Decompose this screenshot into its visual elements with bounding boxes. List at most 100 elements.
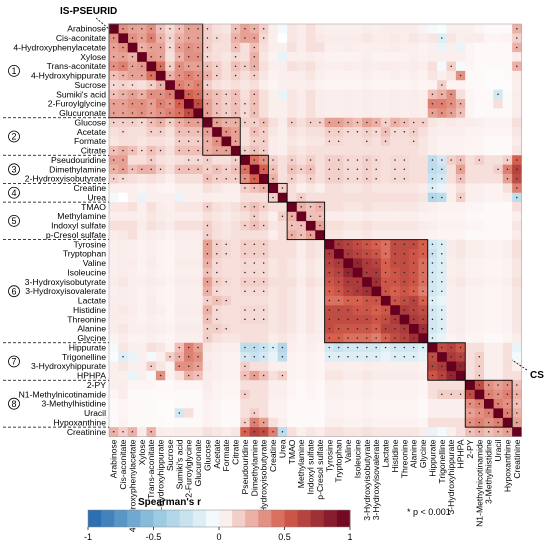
heatmap-cell — [343, 408, 354, 419]
colorbar-swatch — [153, 510, 167, 527]
heatmap-cell — [512, 370, 522, 381]
heatmap-cell — [437, 61, 447, 72]
heatmap-cell — [277, 24, 288, 34]
significance-star — [216, 102, 218, 105]
heatmap-cell — [184, 267, 194, 278]
colorbar-swatch — [336, 510, 351, 527]
heatmap-cell — [409, 183, 419, 194]
heatmap-cell — [380, 295, 391, 306]
heatmap-cell — [502, 370, 513, 381]
significance-star — [225, 121, 227, 124]
heatmap-cell — [277, 239, 288, 250]
heatmap-cell — [446, 127, 457, 137]
heatmap-cell — [418, 183, 429, 194]
heatmap-cell — [474, 314, 485, 325]
heatmap-cell — [296, 399, 307, 409]
heatmap-cell — [202, 117, 213, 128]
heatmap-cell — [202, 417, 213, 428]
significance-star — [356, 243, 359, 246]
heatmap-cell — [324, 202, 335, 212]
heatmap-cell — [465, 361, 475, 372]
heatmap-cell — [109, 239, 119, 250]
significance-star — [178, 121, 181, 124]
significance-star — [206, 224, 209, 227]
heatmap-cell — [296, 295, 307, 306]
heatmap-cell — [465, 267, 475, 278]
significance-star — [253, 93, 256, 96]
heatmap-cell — [371, 33, 382, 44]
heatmap-cell — [512, 99, 522, 109]
heatmap-cell — [127, 174, 138, 184]
significance-star — [216, 252, 218, 255]
heatmap-cell — [221, 380, 232, 390]
heatmap-cell — [193, 192, 204, 203]
significance-star — [441, 84, 443, 86]
significance-star — [403, 346, 406, 349]
heatmap-cell — [296, 277, 307, 287]
heatmap-cell — [277, 380, 288, 390]
heatmap-cell — [502, 183, 513, 194]
heatmap-cell — [118, 314, 129, 325]
heatmap-cell — [230, 370, 241, 381]
heatmap-cell — [493, 136, 504, 147]
column-label: Isoleucine — [352, 439, 362, 478]
heatmap-cell — [484, 164, 494, 175]
significance-star — [244, 421, 246, 424]
significance-star — [337, 299, 340, 302]
heatmap-cell — [221, 155, 232, 165]
significance-star — [394, 337, 396, 339]
heatmap-cell — [446, 380, 457, 390]
heatmap-cell — [277, 277, 288, 287]
heatmap-cell — [315, 145, 325, 156]
heatmap-cell — [362, 380, 372, 390]
significance-star — [412, 356, 415, 358]
significance-star — [328, 271, 331, 274]
significance-star — [366, 262, 368, 264]
heatmap-cell — [146, 389, 157, 400]
heatmap-cell — [446, 286, 457, 297]
significance-star — [516, 196, 518, 199]
heatmap-cell — [118, 267, 129, 278]
significance-star — [187, 168, 190, 171]
heatmap-cell — [296, 286, 307, 297]
heatmap-cell — [399, 145, 410, 156]
heatmap-cell — [259, 192, 269, 203]
heatmap-cell — [474, 389, 485, 400]
row-label: Indoxyl sulfate — [51, 221, 106, 231]
heatmap-cell — [155, 174, 166, 184]
heatmap-cell — [221, 333, 232, 344]
heatmap-cell — [174, 183, 185, 194]
significance-star — [375, 356, 377, 358]
heatmap-cell — [324, 408, 335, 419]
heatmap-cell — [118, 408, 129, 419]
significance-star — [403, 309, 406, 311]
cluster-number-circle — [8, 285, 20, 298]
significance-star — [403, 121, 406, 124]
heatmap-cell — [296, 342, 307, 353]
colorbar-swatch — [101, 510, 115, 527]
significance-star — [206, 327, 209, 330]
heatmap-cell — [455, 61, 466, 72]
significance-star — [122, 159, 124, 161]
heatmap-cell — [240, 230, 250, 240]
heatmap-cell — [324, 42, 335, 53]
heatmap-cell — [296, 183, 307, 194]
heatmap-cell — [212, 127, 222, 137]
significance-star — [150, 46, 152, 49]
significance-star — [197, 56, 199, 58]
significance-star — [431, 252, 434, 255]
heatmap-cell — [259, 389, 269, 400]
heatmap-cell — [240, 324, 250, 334]
heatmap-cell — [221, 417, 232, 428]
heatmap-cell — [259, 52, 269, 62]
heatmap-cell — [305, 277, 316, 287]
heatmap-cell — [380, 361, 391, 372]
heatmap-cell — [334, 427, 344, 437]
heatmap-cell — [315, 164, 325, 175]
heatmap-cell — [437, 136, 447, 147]
heatmap-cell — [118, 211, 129, 222]
heatmap-cell — [502, 333, 513, 344]
heatmap-cell — [268, 258, 279, 269]
heatmap-cell — [287, 127, 297, 137]
heatmap-cell — [221, 286, 232, 297]
